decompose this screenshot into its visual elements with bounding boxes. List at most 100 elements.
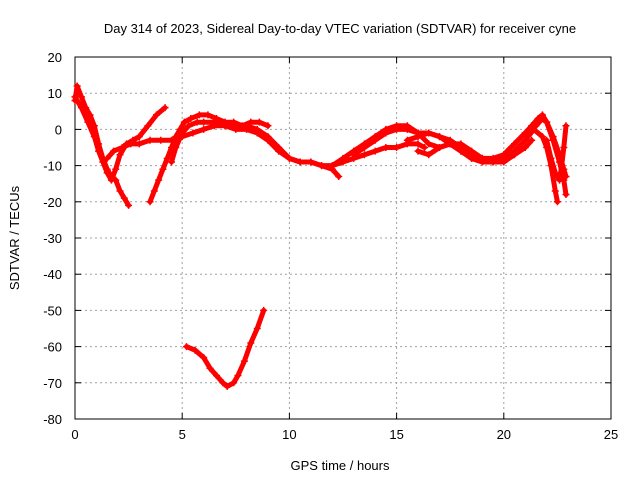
data-point — [335, 172, 343, 180]
data-point — [182, 343, 190, 351]
data-point — [538, 133, 546, 141]
y-tick-label: 0 — [55, 122, 62, 137]
data-point — [360, 151, 368, 159]
data-point — [528, 136, 536, 144]
y-tick-label: -50 — [43, 303, 62, 318]
data-point — [210, 118, 218, 126]
data-point — [146, 198, 154, 206]
data-point — [230, 379, 238, 387]
data-point — [393, 144, 401, 151]
data-point — [103, 154, 111, 162]
data-point — [146, 136, 154, 144]
data-point — [223, 382, 231, 390]
data-point — [420, 144, 428, 151]
data-point — [200, 125, 208, 133]
data-point — [543, 118, 551, 126]
data-point — [247, 118, 255, 126]
data-point — [318, 162, 326, 170]
series-line — [184, 307, 267, 389]
data-point — [275, 147, 283, 155]
x-axis-label: GPS time / hours — [291, 458, 390, 473]
data-point — [511, 140, 519, 148]
data-point — [264, 136, 272, 144]
series-arc-3 — [103, 122, 343, 180]
data-point — [425, 129, 433, 137]
data-point — [393, 125, 401, 133]
data-point — [382, 144, 390, 151]
data-point — [446, 140, 454, 148]
data-point — [328, 162, 336, 170]
data-point — [562, 122, 570, 130]
data-point — [144, 122, 152, 130]
data-point — [213, 372, 221, 380]
data-point — [534, 115, 542, 123]
data-point — [478, 158, 486, 166]
data-point — [112, 165, 120, 173]
data-point — [414, 147, 422, 155]
data-point — [86, 111, 94, 119]
x-tick-label: 5 — [179, 427, 186, 442]
data-point — [73, 82, 81, 90]
data-point — [157, 136, 165, 144]
data-point — [95, 147, 103, 155]
data-point — [551, 187, 559, 195]
data-point — [360, 144, 368, 151]
x-tick-label: 15 — [389, 427, 403, 442]
data-point — [90, 133, 98, 141]
data-point — [547, 154, 555, 162]
data-point — [350, 151, 358, 159]
data-point — [71, 93, 79, 101]
data-point — [562, 172, 570, 180]
x-tick-label: 20 — [497, 427, 511, 442]
data-point — [178, 129, 186, 137]
data-point — [135, 133, 143, 141]
data-point — [521, 144, 529, 151]
data-point — [425, 140, 433, 148]
data-point — [558, 162, 566, 170]
data-point — [77, 93, 85, 101]
data-point — [110, 147, 118, 155]
data-point — [247, 339, 255, 347]
data-point — [549, 133, 557, 141]
data-point — [285, 154, 293, 162]
data-point — [528, 122, 536, 130]
series-line — [72, 94, 168, 183]
y-tick-label: 10 — [48, 86, 62, 101]
data-point — [562, 191, 570, 199]
data-point — [403, 136, 411, 144]
grid-layer — [75, 57, 611, 419]
data-point — [159, 165, 167, 173]
data-point — [161, 104, 169, 112]
data-point — [221, 122, 229, 130]
data-point — [232, 125, 240, 133]
data-point — [118, 144, 126, 151]
data-point — [339, 154, 347, 162]
data-point — [538, 111, 546, 119]
y-tick-label: -40 — [43, 267, 62, 282]
data-point — [152, 111, 160, 119]
data-point — [253, 129, 261, 137]
data-point — [125, 201, 133, 209]
data-point — [180, 118, 188, 126]
data-point — [206, 364, 214, 372]
data-point — [103, 169, 111, 177]
x-tick-label: 25 — [604, 427, 618, 442]
data-point — [296, 158, 304, 166]
data-point — [425, 151, 433, 159]
data-point — [435, 133, 443, 141]
data-point — [204, 111, 212, 119]
data-point — [560, 144, 568, 151]
y-tick-label: -70 — [43, 376, 62, 391]
data-point — [193, 118, 201, 126]
y-tick-label: 20 — [48, 50, 62, 65]
data-point — [240, 357, 248, 365]
data-point — [167, 158, 175, 166]
data-point — [382, 129, 390, 137]
y-tick-label: -60 — [43, 340, 62, 355]
data-point — [468, 154, 476, 162]
data-point — [99, 158, 107, 166]
data-point — [185, 122, 193, 130]
data-point — [255, 118, 263, 126]
y-tick-label: -20 — [43, 195, 62, 210]
